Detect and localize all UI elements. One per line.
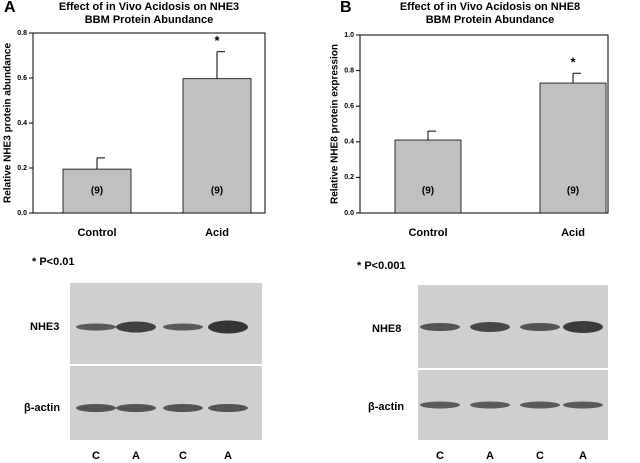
panel-label: A xyxy=(4,0,16,16)
blot-band xyxy=(208,404,248,412)
n-label: (9) xyxy=(91,186,103,197)
bar xyxy=(62,168,132,214)
blot-band xyxy=(163,323,203,331)
y-tick-label: 0.2 xyxy=(17,165,27,172)
y-axis-label: Relative NHE8 protein expression xyxy=(330,44,341,204)
x-tick-label: Acid xyxy=(205,227,229,239)
y-tick-label: 0.2 xyxy=(344,174,354,181)
panel-label: B xyxy=(340,0,352,16)
blot-band xyxy=(563,401,603,409)
y-tick-label: 0.8 xyxy=(344,67,354,74)
lane-label: C xyxy=(92,450,100,462)
x-tick-label: Control xyxy=(408,227,447,239)
chart-title: Effect of in Vivo Acidosis on NHE8 xyxy=(400,1,580,13)
bar xyxy=(539,82,607,214)
y-tick-label: 0.6 xyxy=(344,103,354,110)
blot-band xyxy=(116,321,156,333)
blot-band xyxy=(470,401,510,409)
blot-band xyxy=(76,404,116,412)
y-tick-label: 0.4 xyxy=(344,139,354,146)
n-label: (9) xyxy=(422,186,434,197)
blot-band xyxy=(163,404,203,412)
lane-label: C xyxy=(536,450,544,462)
lane-label: A xyxy=(132,450,140,462)
blot-band xyxy=(520,323,560,331)
lane-label: A xyxy=(486,450,494,462)
y-tick-label: 0.4 xyxy=(17,120,27,127)
blot-band xyxy=(76,323,116,331)
x-tick-label: Control xyxy=(77,227,116,239)
y-tick-label: 0.0 xyxy=(17,210,27,217)
lane-label: A xyxy=(579,450,587,462)
n-label: (9) xyxy=(211,186,223,197)
blot-band xyxy=(116,404,156,412)
blot-band xyxy=(420,323,460,331)
blot-band-label: NHE3 xyxy=(30,321,59,333)
chart-subtitle: BBM Protein Abundance xyxy=(85,14,214,26)
lane-label: C xyxy=(179,450,187,462)
bar xyxy=(394,139,462,214)
lane-label: C xyxy=(436,450,444,462)
blot-band xyxy=(520,401,560,409)
blot-band xyxy=(208,320,248,334)
y-tick-label: 1.0 xyxy=(344,32,354,39)
blot-image xyxy=(418,285,608,440)
blot-band xyxy=(470,322,510,332)
y-tick-label: 0.8 xyxy=(17,30,27,37)
blot-image xyxy=(70,283,262,440)
chart-title: Effect of in Vivo Acidosis on NHE3 xyxy=(59,1,239,13)
blot-band-label: NHE8 xyxy=(372,323,401,335)
blot-band-label: β-actin xyxy=(368,401,404,413)
bar xyxy=(182,78,252,214)
chart-subtitle: BBM Protein Abundance xyxy=(426,14,555,26)
y-tick-label: 0.0 xyxy=(344,210,354,217)
n-label: (9) xyxy=(567,186,579,197)
p-value-note: * P<0.01 xyxy=(32,256,75,268)
blot-band xyxy=(420,401,460,409)
plot-frame xyxy=(359,34,609,214)
p-value-note: * P<0.001 xyxy=(357,260,406,272)
significance: * xyxy=(214,33,220,48)
lane-label: A xyxy=(224,450,232,462)
y-axis-label: Relative NHE3 protein abundance xyxy=(3,43,14,203)
significance: * xyxy=(570,55,576,70)
x-tick-label: Acid xyxy=(561,227,585,239)
y-tick-label: 0.6 xyxy=(17,75,27,82)
blot-band xyxy=(563,321,603,333)
blot-band-label: β-actin xyxy=(24,402,60,414)
